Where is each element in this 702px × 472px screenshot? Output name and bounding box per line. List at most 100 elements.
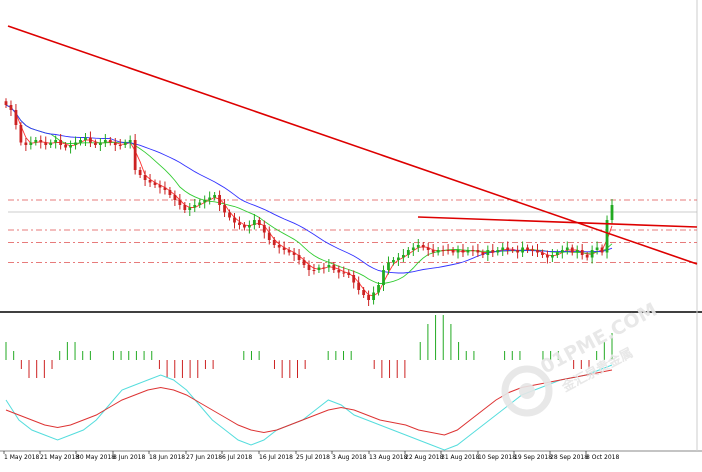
candle-body: [128, 140, 132, 143]
candle-body: [84, 137, 87, 140]
candle-body: [565, 247, 569, 250]
candle-body: [496, 250, 500, 253]
candle-body: [163, 187, 167, 190]
oscillator-panel: [5, 315, 613, 451]
date-label: 28 Sep 2018: [550, 454, 588, 461]
candle-body: [243, 225, 246, 228]
candle-body: [158, 185, 162, 188]
candle-body: [327, 265, 331, 268]
candle-body: [436, 250, 440, 253]
candle-body: [406, 250, 410, 255]
candle-body: [113, 142, 117, 145]
candle-body: [531, 250, 534, 251]
date-label: 30 May 2018: [76, 454, 115, 461]
candle-body: [506, 247, 510, 250]
candle-body: [183, 205, 187, 210]
candle-body: [247, 225, 251, 228]
date-label: 3 Aug 2018: [332, 454, 367, 461]
candle-body: [322, 267, 326, 269]
candle-body: [188, 207, 192, 210]
date-label: 8 Oct 2018: [586, 454, 619, 461]
candle-body: [600, 247, 604, 253]
candle-body: [123, 142, 127, 145]
candle-body: [486, 250, 490, 255]
candle-body: [555, 252, 559, 255]
candle-body: [461, 250, 465, 253]
candle-body: [228, 212, 231, 218]
candle-body: [223, 205, 226, 213]
candle-body: [98, 142, 102, 145]
candle-body: [19, 125, 23, 143]
candle-body: [511, 250, 515, 251]
candle-body: [173, 195, 177, 200]
candle-body: [411, 247, 415, 250]
candlesticks: [4, 98, 614, 306]
candle-body: [352, 275, 356, 283]
candle-body: [203, 200, 207, 203]
candle-body: [233, 217, 236, 223]
candle-body: [153, 182, 157, 185]
candle-body: [59, 140, 63, 145]
candle-body: [397, 257, 400, 260]
candle-body: [521, 247, 524, 253]
candle-body: [421, 245, 425, 248]
candle-body: [307, 265, 311, 270]
candle-body: [34, 140, 38, 143]
candle-body: [392, 260, 395, 263]
candle-body: [118, 145, 122, 146]
candle-body: [471, 250, 475, 251]
moving-average-line: [5, 104, 613, 284]
candle-body: [262, 225, 266, 233]
candle-body: [575, 250, 579, 253]
date-label: 13 Aug 2018: [369, 454, 408, 461]
horizontal-levels: [8, 199, 697, 263]
candle-body: [302, 260, 306, 265]
downtrend-line: [7, 25, 698, 265]
candle-body: [14, 110, 18, 125]
candle-body: [208, 197, 212, 200]
candle-body: [277, 245, 281, 248]
candle-body: [64, 145, 68, 148]
candle-body: [610, 205, 614, 220]
candle-body: [382, 270, 385, 285]
date-label: 21 May 2018: [40, 454, 79, 461]
candle-body: [347, 272, 351, 275]
candle-body: [44, 142, 48, 145]
candle-body: [79, 140, 82, 143]
resistance-trend-line: [417, 216, 698, 228]
candle-body: [431, 250, 435, 253]
candle-body: [238, 222, 241, 225]
candle-body: [387, 262, 390, 270]
candle-body: [401, 255, 405, 258]
date-label: 25 Jul 2018: [296, 454, 330, 461]
candle-body: [491, 250, 495, 253]
candle-body: [138, 170, 142, 175]
candle-body: [312, 270, 316, 271]
candle-body: [367, 295, 371, 300]
watermark-logo-dot-icon: [519, 383, 535, 399]
candle-body: [595, 247, 599, 250]
candle-body: [342, 272, 346, 274]
date-label: 16 Jul 2018: [259, 454, 293, 461]
date-label: 31 Aug 2018: [441, 454, 480, 461]
candle-body: [317, 267, 321, 270]
candle-body: [69, 145, 72, 148]
candle-body: [426, 247, 430, 250]
candle-body: [377, 285, 380, 293]
candle-body: [148, 180, 152, 183]
candle-body: [536, 250, 539, 253]
candle-body: [193, 205, 197, 208]
date-label: 10 Sep 2018: [478, 454, 516, 461]
candle-body: [257, 220, 261, 225]
date-label: 19 Sep 2018: [514, 454, 552, 461]
candle-body: [605, 220, 609, 253]
candle-body: [108, 140, 112, 143]
candle-body: [456, 250, 460, 253]
trend-lines: [7, 25, 698, 265]
date-label: 1 May 2018: [4, 454, 39, 461]
candle-body: [362, 290, 366, 295]
candle-body: [287, 250, 291, 253]
